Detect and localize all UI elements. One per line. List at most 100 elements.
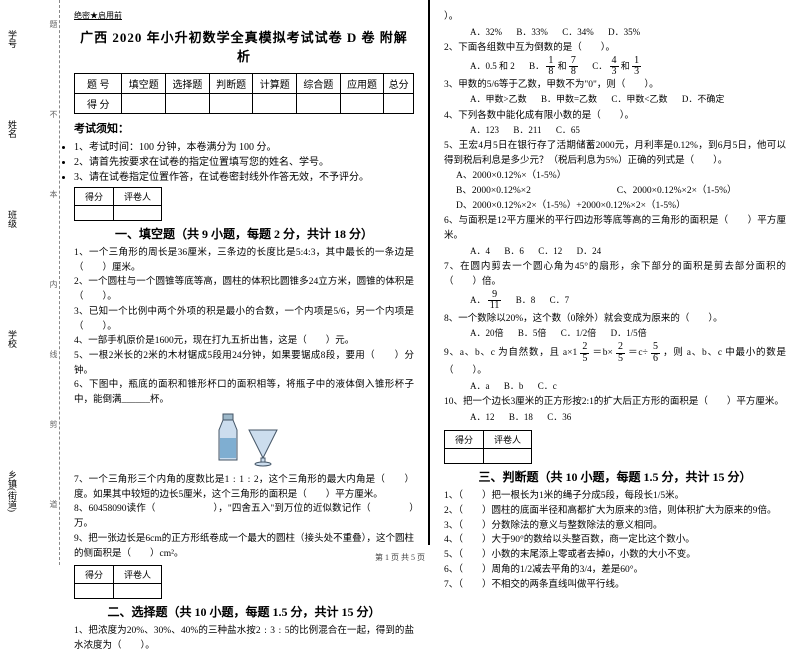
sheet: 绝密★启用前 广西 2020 年小升初数学全真模拟考试试卷 D 卷 附解析 题 … (60, 0, 800, 545)
choice: C．1/2倍 (561, 326, 597, 340)
choices-row: A．甲数>乙数 B．甲数=乙数 C．甲数<乙数 D．不确定 (444, 92, 786, 108)
q4: 4、一部手机原价是1600元，现在打九五折出售，这是（ ）元。 (74, 334, 414, 349)
bind-mark: 内 (48, 280, 59, 288)
fraction: 13 (632, 56, 641, 78)
bind-mark: 道 (48, 500, 59, 508)
q9-pre: 9、a、b、c 为自然数，且 a×1 (444, 349, 577, 359)
s3-q: 6、（ ）周角的1/2减去平角的3/4，差是60°。 (444, 563, 786, 578)
choice: A．a (470, 379, 490, 393)
fraction: 25 (616, 342, 625, 364)
section1-heading: 一、填空题（共 9 小题，每题 2 分，共计 18 分） (74, 225, 414, 242)
choice: D、2000×0.12%×2×（1-5%）+2000×0.12%×2×（1-5%… (456, 199, 786, 214)
bind-label: 姓名 (6, 120, 19, 138)
bind-mark: 线 (48, 350, 59, 358)
bind-label: 班级 (6, 210, 19, 228)
section2-heading: 二、选择题（共 10 小题，每题 1.5 分，共计 15 分） (74, 603, 414, 620)
choice: D．1/5倍 (611, 326, 647, 340)
s3-q: 3、（ ）分数除法的意义与整数除法的意义相同。 (444, 519, 786, 534)
q9-eq: ＝c÷ (628, 349, 648, 359)
r-q3: 3、甲数的5/6等于乙数，甲数不为"0"，则（ ）。 (444, 78, 786, 93)
s2-q1: 1、把浓度为20%、30%、40%的三种盐水按2﹕3﹕5的比例混合在一起，得到的… (74, 624, 414, 653)
r-q2: 2、下面各组数中互为倒数的是（ ）。 (444, 41, 786, 56)
s3-q: 2、（ ）圆柱的底面半径和高都扩大为原来的3倍，则体积扩大为原来的9倍。 (444, 504, 786, 519)
bind-mark: 题 (48, 20, 59, 28)
mark-table: 得分评卷人 (74, 187, 162, 221)
fraction: 18 (546, 56, 555, 78)
fraction: 43 (610, 56, 619, 78)
mark-cell (75, 206, 114, 221)
choice: A．20倍 (470, 326, 504, 340)
choice: C．12 (538, 244, 562, 258)
r-q4: 4、下列各数中能化成有限小数的是（ ）。 (444, 109, 786, 124)
choice: C．36 (547, 410, 571, 424)
choice: D．不确定 (682, 92, 725, 106)
bind-label: 乡镇(街道) (6, 470, 19, 512)
s3-q: 7、（ ）不相交的两条直线叫做平行线。 (444, 578, 786, 593)
score-cell (340, 94, 384, 114)
bind-mark: 剪 (48, 420, 59, 428)
bottle-svg (199, 410, 289, 468)
notice-item: 1、考试时间：100 分钟，本卷满分为 100 分。 (74, 138, 414, 153)
score-hdr: 选择题 (166, 74, 210, 94)
choice: B．6 (504, 244, 524, 258)
choice-prefix: A． (470, 295, 486, 305)
fraction: 911 (488, 290, 502, 312)
binding-margin: 学号 姓名 班级 学校 乡镇(街道) 题 不 本 内 线 剪 道 (0, 0, 60, 565)
choices-row: A．0.5 和 2 B． 18 和 78 C． 43 和 13 (444, 56, 786, 78)
choices-row: A．20倍 B．5倍 C．1/2倍 D．1/5倍 (444, 326, 786, 342)
choices-row: A．a B．b C．c (444, 379, 786, 395)
score-hdr: 判断题 (209, 74, 253, 94)
score-hdr: 题 号 (75, 74, 122, 94)
mark-cell: 得分 (445, 431, 484, 449)
section3-heading: 三、判断题（共 10 小题，每题 1.5 分，共计 15 分） (444, 468, 786, 485)
choice: C．34% (562, 25, 594, 39)
mark-cell (114, 206, 162, 221)
choice: A、2000×0.12%×（1-5%） (456, 169, 786, 184)
bind-label: 学号 (6, 30, 19, 48)
choice: C．7 (550, 293, 570, 307)
q7: 7、一个三角形三个内角的度数比是1﹕1﹕2，这个三角形的最大内角是（ ）度。如果… (74, 473, 414, 502)
r-q9: 9、a、b、c 为自然数，且 a×1 25 ＝b× 25 ＝c÷ 56 ，则 a… (444, 342, 786, 379)
score-cell (209, 94, 253, 114)
mark-cell: 得分 (75, 188, 114, 206)
exam-title: 广西 2020 年小升初数学全真模拟考试试卷 D 卷 附解析 (74, 27, 414, 65)
cont-line: ）。 (444, 10, 786, 25)
bind-label: 学校 (6, 330, 19, 348)
choice: D．35% (608, 25, 640, 39)
r-q7: 7、在圆内剪去一个圆心角为45°的扇形，余下部分的面积是剪去部分面积的（ ）倍。 (444, 260, 786, 289)
r-q10: 10、把一个边长3厘米的正方形按2:1的扩大后正方形的面积是（ ）平方厘米。 (444, 395, 786, 410)
notice-item: 3、请在试卷指定位置作答，在试卷密封线外作答无效，不予评分。 (74, 168, 414, 183)
secret-label: 绝密★启用前 (74, 10, 414, 21)
mark-cell: 评卷人 (114, 566, 162, 584)
score-cell (166, 94, 210, 114)
choice: C、2000×0.12%×2×（1-5%） (617, 184, 775, 199)
score-cell (297, 94, 341, 114)
choice-prefix: B． (529, 61, 544, 71)
q1: 1、一个三角形的周长是36厘米，三条边的长度比是5:4:3，其中最长的一条边是（… (74, 246, 414, 275)
choice-prefix: C． (592, 61, 607, 71)
choice: B．33% (516, 25, 548, 39)
notice-item: 2、请首先按要求在试卷的指定位置填写您的姓名、学号。 (74, 153, 414, 168)
bottle-figure (74, 410, 414, 471)
bind-mark: 本 (48, 190, 59, 198)
q3: 3、已知一个比例中两个外项的积是最小的合数，一个内项是5/6，另一个内项是（ ）… (74, 305, 414, 334)
choice: C．c (538, 379, 557, 393)
mark-table: 得分评卷人 (444, 430, 532, 464)
choice: C． 43 和 13 (592, 56, 641, 78)
s3-q: 4、（ ）大于90°的数给以头整百数，商一定比这个数小。 (444, 533, 786, 548)
mark-cell (114, 584, 162, 599)
r-q6: 6、与面积是12平方厘米的平行四边形等底等高的三角形的面积是（ ）平方厘米。 (444, 214, 786, 243)
choice: A．0.5 和 2 (470, 59, 515, 73)
mark-cell: 评卷人 (114, 188, 162, 206)
fraction: 78 (569, 56, 578, 78)
choice: B．8 (516, 293, 536, 307)
q6: 6、下图中，瓶底的面积和锥形杯口的面积相等，将瓶子中的液体倒入锥形杯子中，能倒满… (74, 378, 414, 407)
fraction: 25 (580, 342, 589, 364)
page-right: ）。 A．32% B．33% C．34% D．35% 2、下面各组数中互为倒数的… (430, 0, 800, 545)
choices-row: A．4 B．6 C．12 D．24 (444, 244, 786, 260)
page-left: 绝密★启用前 广西 2020 年小升初数学全真模拟考试试卷 D 卷 附解析 题 … (60, 0, 430, 545)
q8: 8、60458090读作（ ），"四舍五入"到万位的近似数记作（ ）万。 (74, 502, 414, 531)
choice: A．甲数>乙数 (470, 92, 527, 106)
q5: 5、一根2米长的2米的木材锯成5段用24分钟，如果要锯成8段，要用（ ）分钟。 (74, 349, 414, 378)
q2: 2、一个圆柱与一个圆锥等底等高，圆柱的体积比圆锥多24立方米，圆锥的体积是（ ）… (74, 275, 414, 304)
